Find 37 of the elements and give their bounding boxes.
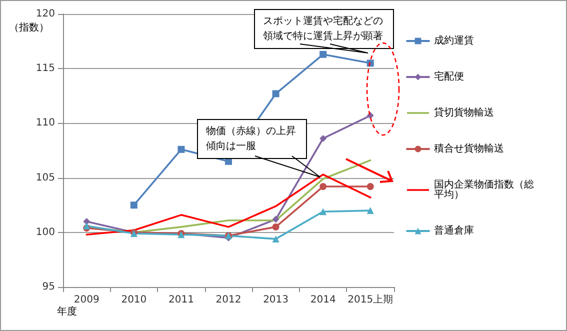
legend-label: 宅配便 [434, 70, 464, 82]
x-tick-label: 2013 [263, 294, 289, 306]
y-tick-label: 120 [36, 8, 55, 20]
point [320, 208, 327, 216]
point [320, 183, 327, 190]
line-series [86, 174, 372, 236]
x-tick-label: 2012 [216, 294, 242, 306]
point [272, 235, 280, 242]
x-tick-label: 2014 [310, 294, 336, 306]
annotation: スポット運賃や宅配などの領域で特に運賃上昇が顕著 [263, 15, 383, 42]
y-axis-title: （指数） [9, 22, 49, 34]
legend-label: 国内企業物価指数（総平均） [434, 178, 534, 200]
legend-label: 普通倉庫 [434, 224, 474, 236]
legend-label: 成約運賃 [434, 34, 474, 46]
point [130, 202, 138, 209]
point [320, 50, 327, 58]
x-tick-label: 2009 [74, 294, 100, 306]
y-tick-label: 110 [36, 118, 55, 129]
point [83, 222, 90, 230]
y-tick-label: 115 [36, 63, 55, 74]
legend-label: 貸切貨物輸送 [434, 106, 494, 118]
point [366, 207, 374, 214]
x-tick-label: 2015上期 [348, 294, 394, 306]
x-axis-title: 年度 [57, 306, 77, 318]
point [272, 223, 280, 230]
x-tick-label: 2011 [168, 294, 194, 306]
x-tick-label: 2010 [121, 294, 147, 306]
y-tick-label: 105 [36, 172, 55, 184]
y-tick-label: 95 [42, 282, 55, 292]
annotation: 物価（赤線）の上昇傾向は一服 [206, 125, 296, 152]
point [366, 183, 374, 190]
legend-label: 積合せ貨物輸送 [434, 142, 504, 154]
point [272, 90, 280, 98]
point [178, 146, 185, 153]
point [272, 216, 280, 223]
point [320, 134, 327, 142]
y-tick-label: 100 [36, 226, 55, 238]
